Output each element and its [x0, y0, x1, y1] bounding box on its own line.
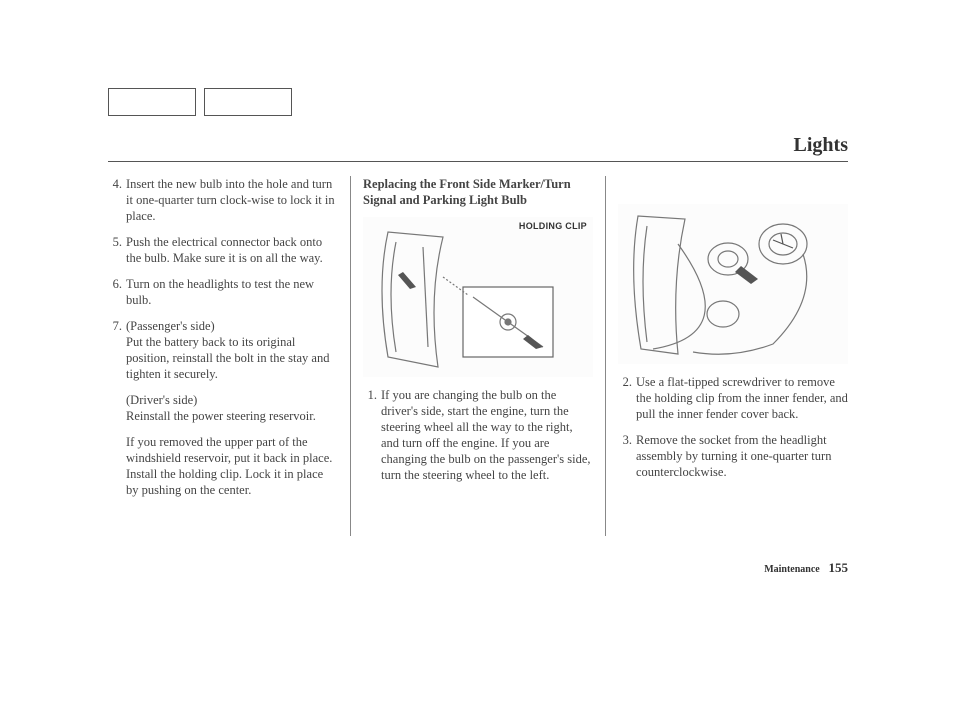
step-5: 5. Push the electrical connector back on… — [108, 234, 338, 266]
title-bar: Lights — [108, 134, 848, 162]
reservoir-note: If you removed the upper part of the win… — [126, 434, 338, 498]
headlight-socket-drawing-icon — [618, 204, 848, 364]
illustration-holding-clip: HOLDING CLIP — [363, 217, 593, 377]
column-1: 4. Insert the new bulb into the hole and… — [108, 176, 351, 536]
step-text: Insert the new bulb into the hole and tu… — [126, 176, 338, 224]
driver-side-note: (Driver's side) Reinstall the power stee… — [126, 392, 338, 424]
step-text: (Passenger's side) Put the battery back … — [126, 318, 338, 498]
nav-box-next[interactable] — [204, 88, 292, 116]
step-number: 4. — [108, 176, 122, 224]
manual-page: Lights 4. Insert the new bulb into the h… — [108, 88, 848, 536]
step-6: 6. Turn on the headlights to test the ne… — [108, 276, 338, 308]
step-number: 3. — [618, 432, 632, 480]
content-columns: 4. Insert the new bulb into the hole and… — [108, 176, 848, 536]
illustration-socket — [618, 204, 848, 364]
page-title: Lights — [108, 134, 848, 157]
nav-box-prev[interactable] — [108, 88, 196, 116]
footer-section: Maintenance — [764, 564, 820, 575]
step-2: 2. Use a flat-tipped screwdriver to remo… — [618, 374, 848, 422]
step-1: 1. If you are changing the bulb on the d… — [363, 387, 593, 483]
step-number: 1. — [363, 387, 377, 483]
step7-line: (Passenger's side) Put the battery back … — [126, 319, 329, 381]
step-text: Push the electrical connector back onto … — [126, 234, 338, 266]
step-text: Remove the socket from the headlight ass… — [636, 432, 848, 480]
step-3: 3. Remove the socket from the headlight … — [618, 432, 848, 480]
fender-drawing-icon — [363, 217, 593, 377]
column-3: 2. Use a flat-tipped screwdriver to remo… — [606, 176, 848, 536]
step-number: 7. — [108, 318, 122, 498]
step-text: If you are changing the bulb on the driv… — [381, 387, 593, 483]
step-number: 6. — [108, 276, 122, 308]
column-2: Replacing the Front Side Marker/Turn Sig… — [351, 176, 606, 536]
step-4: 4. Insert the new bulb into the hole and… — [108, 176, 338, 224]
step-number: 2. — [618, 374, 632, 422]
nav-boxes — [108, 88, 848, 116]
page-footer: Maintenance 155 — [764, 560, 848, 576]
step-text: Turn on the headlights to test the new b… — [126, 276, 338, 308]
footer-page-number: 155 — [829, 560, 849, 575]
illustration-label: HOLDING CLIP — [519, 221, 587, 233]
step-7: 7. (Passenger's side) Put the battery ba… — [108, 318, 338, 498]
section-heading: Replacing the Front Side Marker/Turn Sig… — [363, 176, 593, 209]
step-number: 5. — [108, 234, 122, 266]
step-text: Use a flat-tipped screwdriver to remove … — [636, 374, 848, 422]
